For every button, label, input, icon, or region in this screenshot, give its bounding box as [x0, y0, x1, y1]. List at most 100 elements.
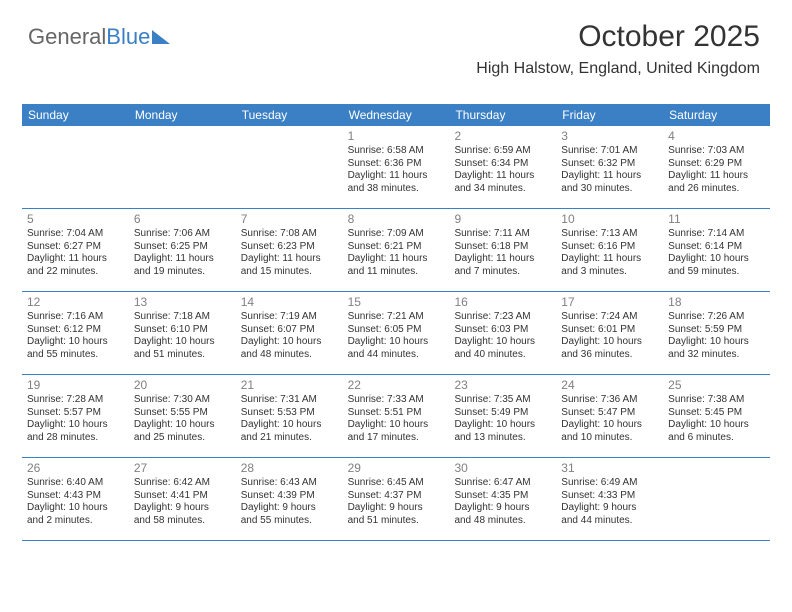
sunset-line: Sunset: 6:32 PM [561, 158, 658, 171]
day-number: 5 [27, 212, 124, 226]
sunset-line: Sunset: 6:23 PM [241, 241, 338, 254]
sunset-line: Sunset: 4:33 PM [561, 490, 658, 503]
day-cell: 21Sunrise: 7:31 AMSunset: 5:53 PMDayligh… [236, 375, 343, 457]
week-row: 5Sunrise: 7:04 AMSunset: 6:27 PMDaylight… [22, 209, 770, 292]
daylight-line-1: Daylight: 11 hours [454, 170, 551, 183]
sunrise-line: Sunrise: 6:43 AM [241, 477, 338, 490]
day-cell: 26Sunrise: 6:40 AMSunset: 4:43 PMDayligh… [22, 458, 129, 540]
daylight-line-2: and 38 minutes. [348, 183, 445, 196]
sunrise-line: Sunrise: 7:06 AM [134, 228, 231, 241]
sunset-line: Sunset: 6:05 PM [348, 324, 445, 337]
day-cell: 14Sunrise: 7:19 AMSunset: 6:07 PMDayligh… [236, 292, 343, 374]
daylight-line-1: Daylight: 10 hours [134, 336, 231, 349]
weekday-header: Sunday [22, 104, 129, 126]
day-cell: 8Sunrise: 7:09 AMSunset: 6:21 PMDaylight… [343, 209, 450, 291]
daylight-line-1: Daylight: 10 hours [454, 336, 551, 349]
day-number: 9 [454, 212, 551, 226]
daylight-line-2: and 10 minutes. [561, 432, 658, 445]
day-number: 11 [668, 212, 765, 226]
day-cell: 13Sunrise: 7:18 AMSunset: 6:10 PMDayligh… [129, 292, 236, 374]
sunset-line: Sunset: 6:14 PM [668, 241, 765, 254]
day-number: 25 [668, 378, 765, 392]
day-number: 14 [241, 295, 338, 309]
daylight-line-2: and 19 minutes. [134, 266, 231, 279]
daylight-line-1: Daylight: 9 hours [134, 502, 231, 515]
sunset-line: Sunset: 4:43 PM [27, 490, 124, 503]
daylight-line-1: Daylight: 10 hours [454, 419, 551, 432]
title-block: October 2025 High Halstow, England, Unit… [476, 20, 760, 78]
week-row: 19Sunrise: 7:28 AMSunset: 5:57 PMDayligh… [22, 375, 770, 458]
daylight-line-1: Daylight: 11 hours [134, 253, 231, 266]
weekday-header: Friday [556, 104, 663, 126]
day-cell: 11Sunrise: 7:14 AMSunset: 6:14 PMDayligh… [663, 209, 770, 291]
daylight-line-2: and 44 minutes. [561, 515, 658, 528]
day-cell: 22Sunrise: 7:33 AMSunset: 5:51 PMDayligh… [343, 375, 450, 457]
sunrise-line: Sunrise: 7:31 AM [241, 394, 338, 407]
sunset-line: Sunset: 6:03 PM [454, 324, 551, 337]
sunset-line: Sunset: 6:25 PM [134, 241, 231, 254]
sunrise-line: Sunrise: 7:26 AM [668, 311, 765, 324]
sunrise-line: Sunrise: 7:01 AM [561, 145, 658, 158]
sunrise-line: Sunrise: 7:18 AM [134, 311, 231, 324]
day-cell: 18Sunrise: 7:26 AMSunset: 5:59 PMDayligh… [663, 292, 770, 374]
day-number: 19 [27, 378, 124, 392]
sunset-line: Sunset: 5:59 PM [668, 324, 765, 337]
day-cell: 24Sunrise: 7:36 AMSunset: 5:47 PMDayligh… [556, 375, 663, 457]
sunset-line: Sunset: 5:45 PM [668, 407, 765, 420]
daylight-line-2: and 11 minutes. [348, 266, 445, 279]
calendar-table: Sunday Monday Tuesday Wednesday Thursday… [22, 104, 770, 541]
day-cell: 2Sunrise: 6:59 AMSunset: 6:34 PMDaylight… [449, 126, 556, 208]
day-cell: 31Sunrise: 6:49 AMSunset: 4:33 PMDayligh… [556, 458, 663, 540]
sunset-line: Sunset: 5:57 PM [27, 407, 124, 420]
day-number: 12 [27, 295, 124, 309]
daylight-line-2: and 3 minutes. [561, 266, 658, 279]
sunset-line: Sunset: 5:55 PM [134, 407, 231, 420]
month-title: October 2025 [476, 20, 760, 54]
sunrise-line: Sunrise: 7:24 AM [561, 311, 658, 324]
week-row: 26Sunrise: 6:40 AMSunset: 4:43 PMDayligh… [22, 458, 770, 541]
sunrise-line: Sunrise: 7:09 AM [348, 228, 445, 241]
sunrise-line: Sunrise: 7:19 AM [241, 311, 338, 324]
day-number: 13 [134, 295, 231, 309]
day-number: 22 [348, 378, 445, 392]
day-number: 30 [454, 461, 551, 475]
day-cell: 19Sunrise: 7:28 AMSunset: 5:57 PMDayligh… [22, 375, 129, 457]
daylight-line-2: and 44 minutes. [348, 349, 445, 362]
daylight-line-1: Daylight: 10 hours [241, 336, 338, 349]
sunrise-line: Sunrise: 6:47 AM [454, 477, 551, 490]
weekday-header: Thursday [449, 104, 556, 126]
day-number: 29 [348, 461, 445, 475]
day-cell: 7Sunrise: 7:08 AMSunset: 6:23 PMDaylight… [236, 209, 343, 291]
daylight-line-1: Daylight: 11 hours [241, 253, 338, 266]
day-number: 2 [454, 129, 551, 143]
day-number: 10 [561, 212, 658, 226]
daylight-line-1: Daylight: 10 hours [27, 419, 124, 432]
day-cell: 4Sunrise: 7:03 AMSunset: 6:29 PMDaylight… [663, 126, 770, 208]
daylight-line-1: Daylight: 10 hours [668, 336, 765, 349]
day-number: 16 [454, 295, 551, 309]
day-cell: 16Sunrise: 7:23 AMSunset: 6:03 PMDayligh… [449, 292, 556, 374]
day-cell: 15Sunrise: 7:21 AMSunset: 6:05 PMDayligh… [343, 292, 450, 374]
day-cell: 25Sunrise: 7:38 AMSunset: 5:45 PMDayligh… [663, 375, 770, 457]
sunrise-line: Sunrise: 7:14 AM [668, 228, 765, 241]
sunset-line: Sunset: 6:01 PM [561, 324, 658, 337]
weekday-header: Tuesday [236, 104, 343, 126]
week-row: 1Sunrise: 6:58 AMSunset: 6:36 PMDaylight… [22, 126, 770, 209]
day-number: 15 [348, 295, 445, 309]
daylight-line-1: Daylight: 10 hours [668, 419, 765, 432]
daylight-line-1: Daylight: 10 hours [27, 502, 124, 515]
day-number: 23 [454, 378, 551, 392]
sunset-line: Sunset: 6:36 PM [348, 158, 445, 171]
weekday-header: Saturday [663, 104, 770, 126]
daylight-line-1: Daylight: 9 hours [561, 502, 658, 515]
sunset-line: Sunset: 5:49 PM [454, 407, 551, 420]
day-cell: 12Sunrise: 7:16 AMSunset: 6:12 PMDayligh… [22, 292, 129, 374]
daylight-line-1: Daylight: 10 hours [27, 336, 124, 349]
daylight-line-1: Daylight: 9 hours [348, 502, 445, 515]
sunrise-line: Sunrise: 7:08 AM [241, 228, 338, 241]
day-number: 17 [561, 295, 658, 309]
logo-text-2: Blue [106, 24, 150, 49]
day-cell: 6Sunrise: 7:06 AMSunset: 6:25 PMDaylight… [129, 209, 236, 291]
sunset-line: Sunset: 4:41 PM [134, 490, 231, 503]
daylight-line-1: Daylight: 10 hours [561, 419, 658, 432]
